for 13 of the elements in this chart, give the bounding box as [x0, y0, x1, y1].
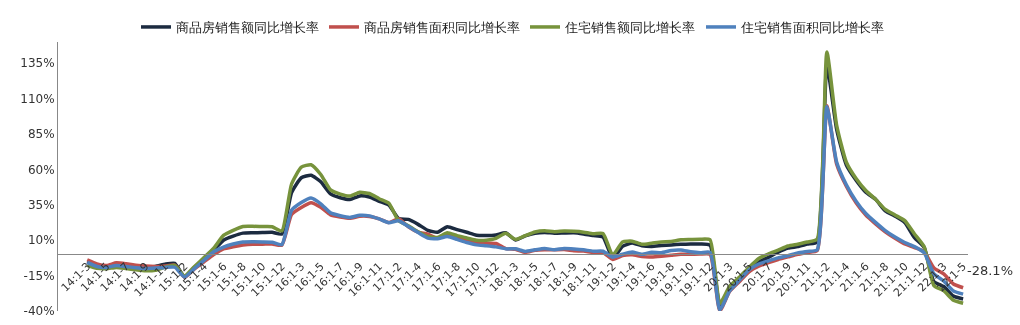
- y-tick-label: 135%: [20, 56, 55, 71]
- y-tick-label: 60%: [27, 162, 55, 177]
- y-tick-label: 85%: [27, 127, 55, 142]
- y-tick-label: 110%: [20, 91, 55, 106]
- y-tick-label: -15%: [23, 268, 55, 283]
- legend-label: 商品房销售面积同比增长率: [364, 20, 520, 36]
- y-tick-label: 35%: [27, 198, 55, 213]
- y-tick-label: 10%: [27, 233, 55, 248]
- legend-label: 住宅销售面积同比增长率: [740, 20, 884, 36]
- legend-label: 商品房销售额同比增长率: [176, 20, 319, 36]
- y-tick-label: -40%: [23, 304, 55, 319]
- annotation: -28.1%: [967, 263, 1013, 278]
- legend-label: 住宅销售额同比增长率: [564, 20, 695, 36]
